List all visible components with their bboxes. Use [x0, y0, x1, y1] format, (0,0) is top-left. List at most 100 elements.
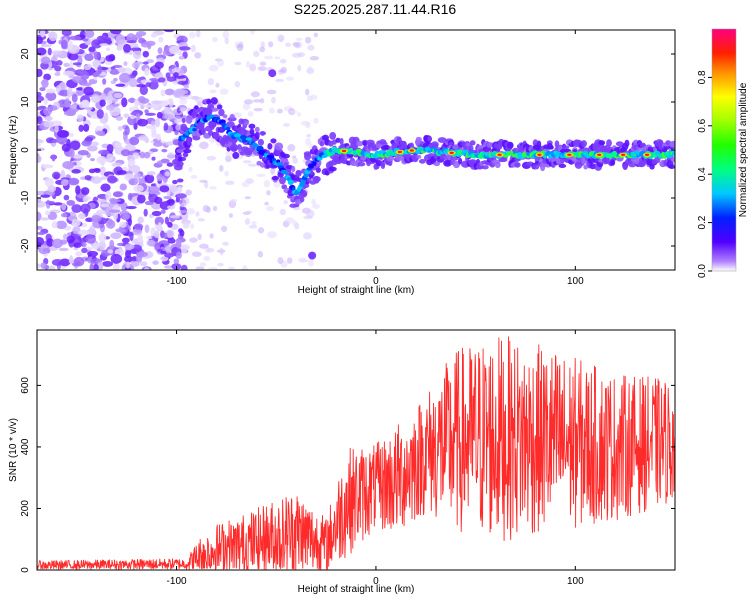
spectrogram-cell — [244, 218, 251, 225]
spectrogram-cell — [468, 145, 474, 152]
spectrogram-cell — [179, 98, 188, 105]
spectrogram-cell — [196, 122, 205, 130]
spectrogram-cell — [182, 152, 189, 158]
spectrogram-cell — [143, 151, 151, 159]
spectrogram-cell — [68, 132, 74, 138]
spectrogram-cell — [115, 83, 126, 87]
spectrogram-cell — [139, 85, 149, 96]
spectrogram-cell — [598, 140, 606, 146]
spectrogram-cell — [497, 153, 502, 156]
spectrogram-cell — [163, 195, 172, 200]
spectrogram-y-axis: -20 -10 0 10 20 — [20, 48, 675, 253]
spectrogram-cell — [80, 82, 92, 87]
spectrogram-cell — [185, 189, 192, 196]
spectrogram-cell — [256, 145, 264, 151]
spectrogram-cell — [128, 78, 138, 88]
spectrogram-cell — [315, 167, 321, 173]
spectrogram-cell — [283, 123, 290, 127]
spectrogram-cell — [63, 194, 70, 201]
spectrogram-cell — [176, 89, 189, 95]
spectrogram-cell — [172, 179, 178, 185]
spectrogram-cell — [246, 210, 252, 214]
spectrogram-cell — [115, 34, 126, 45]
spectrogram-cell — [144, 112, 157, 116]
spectrogram-cell — [160, 89, 166, 97]
spectrogram-cell — [202, 205, 210, 213]
spectrogram-cell — [117, 66, 126, 73]
spectrogram-cell — [360, 156, 367, 161]
spectrogram-cell — [69, 255, 74, 265]
spectrogram-cell — [99, 99, 106, 107]
spectrogram-cell — [208, 267, 218, 270]
spectrogram-cell — [167, 221, 173, 228]
spectrogram-cell — [606, 139, 612, 147]
spectrogram-cell — [173, 258, 180, 264]
spectrogram-cell — [88, 46, 96, 53]
spectrogram-cell — [279, 208, 286, 216]
spectrogram-cell — [148, 81, 159, 90]
spectrogram-cell — [47, 211, 58, 221]
spectrogram-cell — [186, 207, 196, 215]
spectrogram-cell — [253, 50, 260, 58]
spectrogram-cell — [234, 133, 242, 138]
spectrogram-cell — [57, 130, 69, 138]
spectrogram-cell — [562, 145, 570, 150]
spectrogram-cell — [224, 170, 229, 177]
spectrogram-cell — [291, 165, 296, 173]
y-tick-label: -10 — [20, 190, 31, 205]
spectrogram-cell — [37, 237, 45, 246]
spectrogram-cell — [221, 225, 228, 233]
spectrogram-cell — [147, 171, 156, 176]
spectrogram-cell — [92, 242, 99, 250]
spectrogram-cell — [208, 64, 219, 72]
spectrogram-cell — [437, 137, 447, 143]
spectrogram-cell — [257, 66, 267, 71]
spectrogram-cell — [147, 43, 152, 50]
spectrogram-cell — [150, 32, 158, 38]
spectrogram-cell — [98, 233, 107, 243]
spectrogram-cell — [151, 210, 162, 217]
spectrogram-cell — [142, 104, 154, 108]
spectrogram-cell — [313, 175, 320, 184]
spectrogram-cell — [44, 115, 53, 121]
spectrogram-cell — [245, 60, 251, 68]
spectrogram-cell — [166, 230, 174, 238]
spectrogram-cell — [251, 220, 257, 226]
spectrogram-cell — [176, 148, 184, 153]
spectrogram-cell — [531, 164, 540, 170]
spectrogram-cell — [72, 76, 84, 84]
spectrogram-cell — [179, 107, 188, 112]
spectrogram-cell — [236, 144, 242, 151]
spectrogram-cell — [54, 65, 62, 72]
spectrogram-cell — [266, 190, 271, 196]
spectrogram-cell — [90, 157, 95, 162]
spectrogram-cell — [45, 91, 57, 102]
spectrogram-cell — [597, 153, 602, 156]
spectrogram-cell — [54, 72, 61, 77]
spectrogram-cell — [105, 190, 112, 201]
spectrogram-cell — [232, 151, 240, 159]
spectrogram-cell — [427, 136, 433, 142]
spectrogram-cell — [257, 138, 265, 146]
spectrogram-cell — [119, 221, 127, 228]
spectrogram-cell — [259, 61, 267, 66]
spectrogram-cell — [37, 111, 41, 117]
spectrogram-cell — [82, 197, 89, 203]
spectrogram-cell — [268, 69, 277, 78]
spectrogram-cell — [181, 117, 186, 124]
spectrogram-cell — [177, 185, 183, 194]
spectrogram-cell — [165, 245, 171, 254]
spectrogram-cell — [137, 118, 149, 127]
spectrogram-cell — [257, 227, 265, 234]
spectrogram-cell — [117, 125, 123, 131]
spectrogram-cell — [312, 160, 317, 167]
snr-frame — [36, 329, 676, 571]
spectrogram-cell — [224, 37, 229, 45]
spectrogram-cell — [167, 238, 176, 244]
spectrogram-cell — [51, 171, 61, 180]
spectrogram-cell — [103, 112, 109, 122]
spectrogram-cell — [41, 164, 54, 169]
spectrogram-cell — [163, 106, 171, 116]
spectrogram-cell — [107, 218, 113, 226]
spectrogram-cell — [242, 160, 252, 164]
